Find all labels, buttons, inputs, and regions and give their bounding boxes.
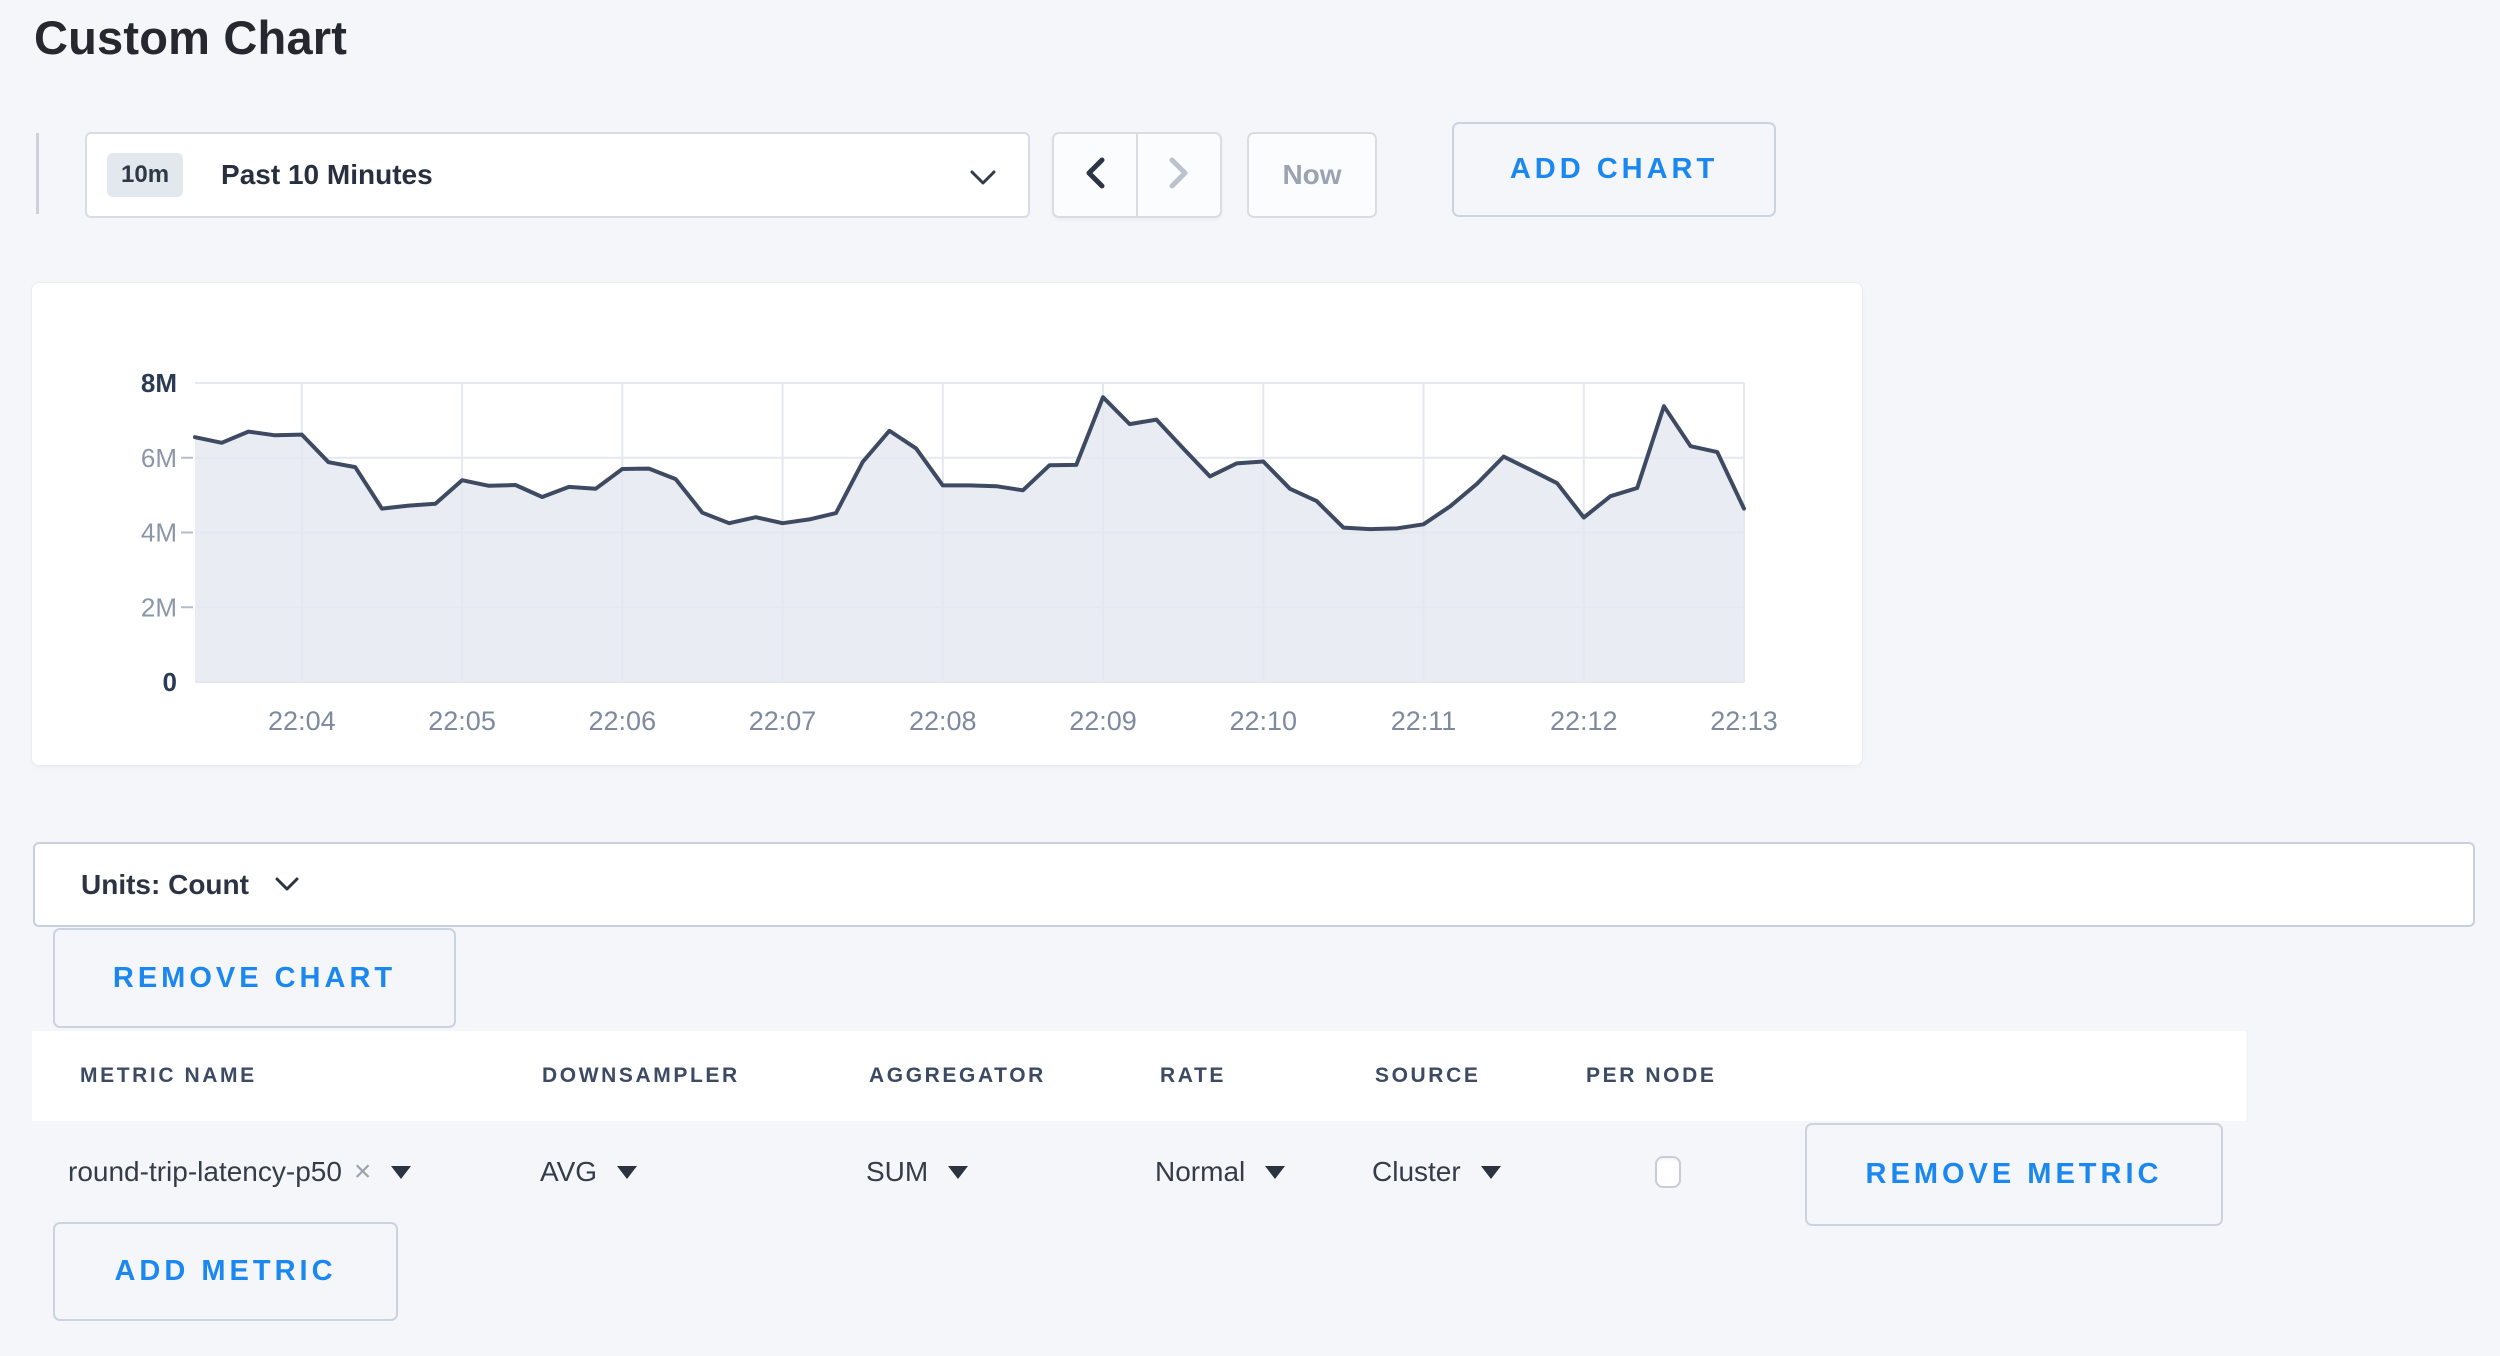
page-title: Custom Chart [34,11,348,64]
downsampler-value: AVG [540,1156,598,1187]
prev-time-button[interactable] [1054,134,1136,216]
metric-name-value: round-trip-latency-p50 [68,1156,342,1187]
time-window-label: Past 10 Minutes [221,159,433,190]
y-axis-label: 6M [141,443,177,473]
y-axis-label: 4M [141,518,177,548]
units-dropdown[interactable]: Units: Count [33,842,2475,927]
dropdown-arrow-icon [1265,1165,1286,1179]
x-axis-label: 22:06 [589,706,657,736]
add-chart-button[interactable]: ADD CHART [1452,122,1776,217]
rate-value: Normal [1155,1156,1246,1187]
source-select[interactable]: Cluster [1372,1138,1501,1206]
remove-metric-button[interactable]: REMOVE METRIC [1805,1123,2223,1226]
now-button[interactable]: Now [1247,132,1377,218]
dropdown-arrow-icon [948,1165,969,1179]
toolbar-divider [36,133,39,214]
metric-name-cell[interactable]: round-trip-latency-p50 × [68,1138,412,1206]
timeseries-chart: 0 2M 4M 6M 8M 22:04 22:05 22:06 22:07 22:08 22:09 2… [141,368,1778,736]
units-label: Units: Count [81,868,249,900]
chevron-right-icon [1166,156,1192,195]
column-header-rate: RATE [1160,1064,1227,1087]
time-nav-group [1052,132,1222,218]
per-node-cell [1655,1138,1681,1206]
chevron-down-icon [970,170,996,191]
clear-metric-icon[interactable]: × [353,1155,372,1188]
x-axis-label: 22:08 [909,706,977,736]
x-axis-label: 22:11 [1391,706,1457,736]
column-header-aggregator: AGGREGATOR [869,1064,1046,1087]
x-axis-label: 22:05 [428,706,496,736]
column-header-per-node: PER NODE [1586,1064,1717,1087]
chevron-left-icon [1082,156,1108,195]
x-axis-label: 22:07 [749,706,817,736]
column-header-source: SOURCE [1375,1064,1481,1087]
time-window-badge: 10m [107,153,184,197]
column-header-downsampler: DOWNSAMPLER [542,1064,740,1087]
y-axis-label: 2M [141,592,177,622]
aggregator-value: SUM [866,1156,929,1187]
remove-chart-button[interactable]: REMOVE CHART [53,928,456,1028]
add-metric-button[interactable]: ADD METRIC [53,1222,398,1321]
per-node-checkbox[interactable] [1655,1156,1681,1188]
x-axis-label: 22:12 [1550,706,1618,736]
dropdown-arrow-icon [617,1165,638,1179]
x-axis-label: 22:10 [1229,706,1297,736]
x-axis-label: 22:09 [1069,706,1137,736]
area-fill [195,397,1744,682]
rate-select[interactable]: Normal [1155,1138,1286,1206]
x-axis-label: 22:04 [268,706,336,736]
x-axis-label: 22:13 [1710,706,1778,736]
downsampler-select[interactable]: AVG [540,1138,638,1206]
series-line [193,395,1746,532]
source-value: Cluster [1372,1156,1461,1187]
aggregator-select[interactable]: SUM [866,1138,969,1206]
column-header-metric-name: METRIC NAME [80,1064,257,1087]
chart-card: 0 2M 4M 6M 8M 22:04 22:05 22:06 22:07 22:08 22:09 2… [32,283,1862,765]
dropdown-arrow-icon[interactable] [391,1165,412,1179]
time-window-dropdown[interactable]: 10m Past 10 Minutes [85,132,1030,218]
y-axis-label: 8M [141,368,177,398]
y-axis-label: 0 [163,667,177,697]
next-time-button[interactable] [1136,134,1220,216]
dropdown-arrow-icon [1480,1165,1501,1179]
metrics-table-header: METRIC NAME DOWNSAMPLER AGGREGATOR RATE … [32,1031,2246,1121]
chevron-down-icon [275,877,299,897]
